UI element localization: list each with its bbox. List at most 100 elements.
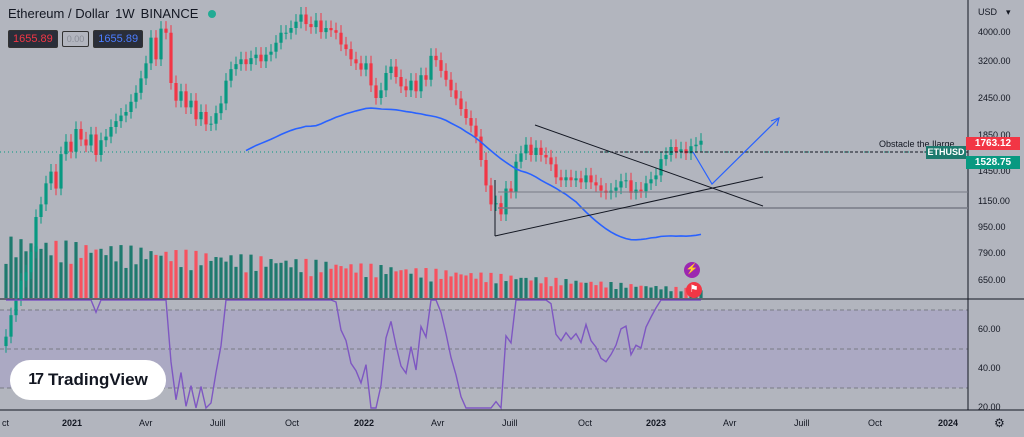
candle-body — [324, 28, 328, 33]
volume-bar — [469, 273, 473, 298]
volume-bar — [59, 262, 63, 298]
candle-body — [144, 63, 148, 79]
candle-body — [319, 20, 323, 33]
volume-bar — [174, 250, 178, 298]
volume-bar — [534, 277, 538, 298]
candle-body — [19, 280, 23, 300]
volume-bar — [429, 281, 433, 298]
projection-arrow[interactable] — [692, 117, 780, 185]
candle-body — [234, 64, 238, 70]
volume-bar — [604, 287, 608, 298]
volume-bar — [179, 267, 183, 298]
candle-body — [444, 70, 448, 80]
candle-body — [419, 75, 423, 92]
symbol-header[interactable]: Ethereum / Dollar 1W BINANCE — [8, 6, 217, 21]
candle-body — [354, 59, 358, 64]
candle-body — [644, 183, 648, 192]
gear-icon[interactable]: ⚙ — [994, 416, 1005, 430]
candle-body — [379, 90, 383, 99]
price-pane[interactable] — [0, 0, 968, 298]
price-tick: 1450.00 — [978, 166, 1011, 176]
rsi-scale[interactable]: 60.00 40.00 20.00 — [978, 324, 1001, 412]
volume-bar — [609, 281, 613, 298]
candle-body — [429, 55, 433, 80]
volume-bar — [564, 279, 568, 298]
candle-body — [599, 185, 603, 191]
triangle-lower-line[interactable] — [494, 176, 764, 237]
rsi-line — [6, 299, 701, 410]
volume-bars — [4, 236, 703, 298]
volume-bar — [334, 264, 338, 298]
candle-body — [49, 171, 53, 184]
triangle-upper-line[interactable] — [534, 124, 764, 207]
currency-chevron-icon[interactable]: ▾ — [1006, 7, 1011, 17]
projection-arrow-head — [770, 117, 780, 127]
volume-bar — [284, 260, 288, 298]
lightning-icon[interactable]: ⚡ — [684, 262, 700, 278]
candle-body — [424, 75, 428, 80]
volume-bar — [434, 268, 438, 298]
price-tick: 950.00 — [978, 222, 1006, 232]
volume-bar — [279, 262, 283, 298]
us-flag-icon[interactable]: ⚑ — [686, 282, 702, 298]
candle-body — [449, 79, 453, 91]
price-scale[interactable]: USD ▾ 4000.00 3200.00 2450.00 1850.00 14… — [978, 7, 1011, 285]
candle-body — [119, 115, 123, 122]
volume-bar — [4, 263, 8, 298]
volume-bar — [319, 272, 323, 298]
tradingview-logo[interactable]: 17 TradingView — [10, 360, 166, 400]
volume-bar — [399, 270, 403, 298]
candle-body — [114, 121, 118, 127]
candle-body — [464, 109, 468, 119]
candle-body — [669, 147, 673, 155]
candle-body — [339, 32, 343, 45]
candle-body — [544, 154, 548, 158]
volume-bar — [409, 273, 413, 298]
currency-label[interactable]: USD — [978, 7, 998, 17]
time-label: 2024 — [938, 418, 958, 428]
symbol-title[interactable]: Ethereum / Dollar — [8, 6, 110, 21]
time-axis[interactable]: ct 2021 Avr Juill Oct 2022 Avr Juill Oct… — [2, 416, 1005, 430]
tradingview-mark-icon: 17 — [28, 371, 44, 388]
volume-bar — [554, 277, 558, 298]
market-status-icon — [208, 9, 217, 18]
candle-body — [334, 30, 338, 33]
candle-body — [469, 118, 473, 126]
candle-body — [284, 32, 288, 34]
candle-body — [689, 146, 693, 154]
volume-bar — [634, 286, 638, 298]
volume-bar — [444, 270, 448, 298]
volume-bar — [339, 266, 343, 298]
volume-bar — [544, 277, 548, 298]
volume-bar — [229, 255, 233, 298]
volume-bar — [524, 277, 528, 298]
candle-body — [239, 59, 243, 65]
exchange-label[interactable]: BINANCE — [140, 6, 199, 21]
volume-bar — [504, 281, 508, 298]
volume-bar — [214, 257, 218, 298]
obstacle-label[interactable]: Obstacle the Ilarge — [879, 139, 955, 149]
sell-button[interactable]: 1655.89 — [8, 30, 58, 48]
interval-label[interactable]: 1W — [115, 6, 135, 21]
volume-bar — [264, 266, 268, 298]
volume-bar — [104, 255, 108, 298]
volume-bar — [624, 287, 628, 298]
candle-body — [264, 54, 268, 62]
candle-body — [169, 32, 173, 84]
candle-body — [479, 136, 483, 160]
volume-bar — [344, 268, 348, 298]
buy-button[interactable]: 1655.89 — [93, 30, 144, 48]
volume-bar — [464, 275, 468, 298]
candle-body — [179, 91, 183, 101]
candle-body — [649, 179, 653, 184]
candle-body — [299, 14, 303, 22]
candle-body — [664, 154, 668, 160]
volume-bar — [649, 287, 653, 298]
candle-body — [489, 185, 493, 205]
volume-bar — [184, 249, 188, 298]
candle-body — [204, 111, 208, 125]
candle-body — [539, 147, 543, 155]
quick-trade[interactable]: 1655.89 0.00 1655.89 — [8, 30, 144, 48]
candle-body — [304, 14, 308, 25]
